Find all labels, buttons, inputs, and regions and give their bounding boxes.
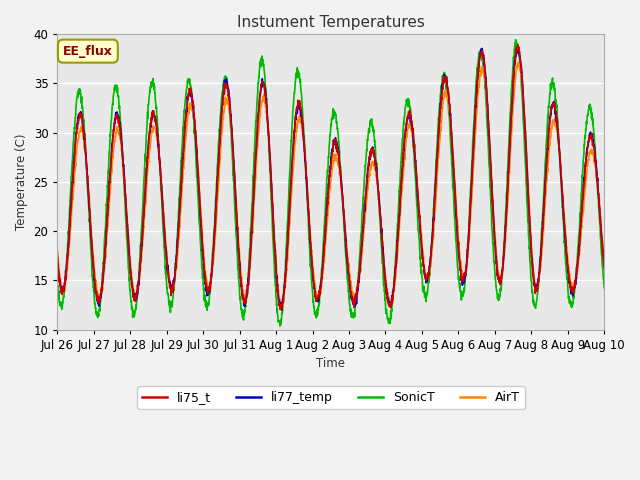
Title: Instument Temperatures: Instument Temperatures: [237, 15, 425, 30]
Text: EE_flux: EE_flux: [63, 45, 113, 58]
Y-axis label: Temperature (C): Temperature (C): [15, 133, 28, 230]
X-axis label: Time: Time: [316, 357, 346, 370]
Legend: li75_t, li77_temp, SonicT, AirT: li75_t, li77_temp, SonicT, AirT: [137, 386, 525, 409]
